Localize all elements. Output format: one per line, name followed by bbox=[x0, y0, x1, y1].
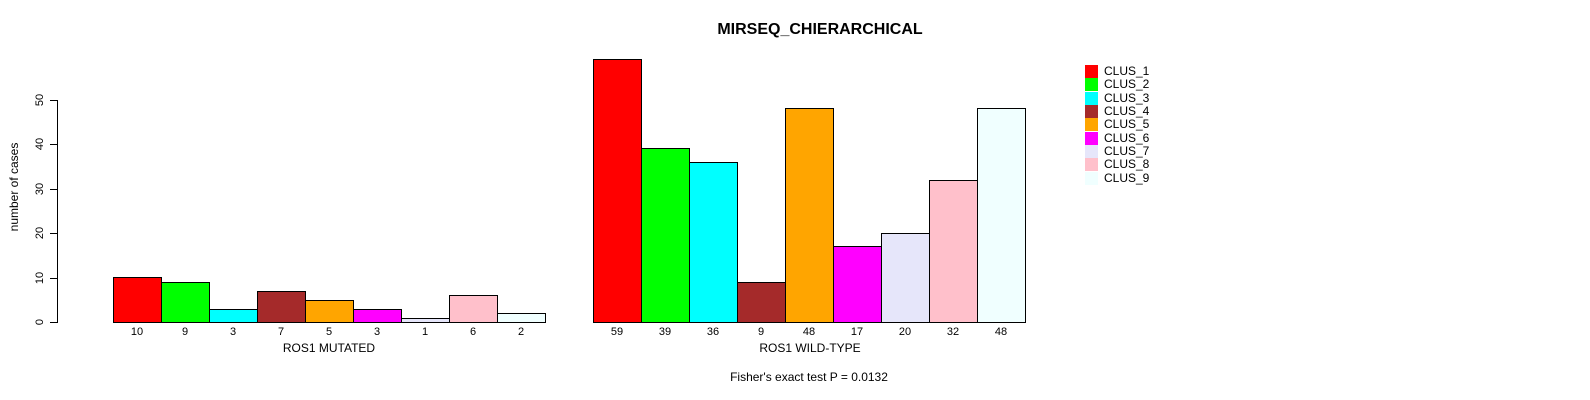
legend-label-clus_7: CLUS_7 bbox=[1104, 144, 1150, 158]
bar-value-label: 59 bbox=[610, 326, 624, 338]
legend-swatch-clus_9 bbox=[1085, 172, 1098, 185]
bar-value-label: 20 bbox=[898, 326, 912, 338]
bar-clus_6-panel-0 bbox=[353, 309, 402, 323]
x-axis-label-ros1-mutated: ROS1 MUTATED bbox=[282, 341, 376, 355]
y-tick-label: 30 bbox=[34, 182, 46, 195]
bar-clus_4-panel-0 bbox=[257, 291, 306, 323]
y-tick-mark bbox=[50, 322, 58, 323]
legend-label-clus_8: CLUS_8 bbox=[1104, 157, 1150, 171]
legend-swatch-clus_6 bbox=[1085, 132, 1098, 145]
bar-value-label: 3 bbox=[229, 326, 237, 338]
bar-value-label: 3 bbox=[373, 326, 381, 338]
bar-clus_3-panel-1 bbox=[689, 162, 738, 323]
y-tick-label: 40 bbox=[34, 137, 46, 151]
bar-value-label: 39 bbox=[658, 326, 672, 338]
bar-value-label: 10 bbox=[130, 326, 144, 338]
legend-swatch-clus_5 bbox=[1085, 118, 1098, 131]
bar-clus_3-panel-0 bbox=[209, 309, 258, 323]
bar-value-label: 32 bbox=[946, 326, 960, 338]
bar-value-label: 48 bbox=[994, 326, 1008, 338]
fisher-test-annotation: Fisher's exact test P = 0.0132 bbox=[730, 370, 888, 384]
bar-value-label: 2 bbox=[517, 326, 525, 338]
bar-clus_2-panel-1 bbox=[641, 148, 690, 323]
bar-clus_2-panel-0 bbox=[161, 282, 210, 323]
legend-swatch-clus_4 bbox=[1085, 105, 1098, 118]
y-tick-label: 50 bbox=[34, 93, 46, 106]
legend-label-clus_5: CLUS_5 bbox=[1104, 117, 1150, 131]
legend-label-clus_9: CLUS_9 bbox=[1104, 171, 1150, 185]
x-axis-label-ros1-wild-type: ROS1 WILD-TYPE bbox=[759, 341, 861, 355]
legend-label-clus_4: CLUS_4 bbox=[1104, 104, 1150, 118]
bar-value-label: 36 bbox=[706, 326, 720, 338]
bar-clus_5-panel-1 bbox=[785, 108, 834, 323]
bar-value-label: 17 bbox=[850, 326, 864, 338]
chart-title: MIRSEQ_CHIERARCHICAL bbox=[717, 21, 923, 38]
legend-label-clus_6: CLUS_6 bbox=[1104, 131, 1150, 145]
y-axis-line bbox=[57, 99, 58, 323]
legend-label-clus_1: CLUS_1 bbox=[1104, 64, 1150, 78]
bar-clus_8-panel-1 bbox=[929, 180, 978, 323]
legend-label-clus_2: CLUS_2 bbox=[1104, 77, 1150, 91]
y-tick-mark bbox=[50, 233, 58, 234]
bar-value-label: 9 bbox=[757, 326, 765, 338]
legend-swatch-clus_7 bbox=[1085, 145, 1098, 158]
legend-label-clus_3: CLUS_3 bbox=[1104, 91, 1150, 105]
y-tick-mark bbox=[50, 99, 58, 101]
bar-clus_4-panel-1 bbox=[737, 282, 786, 323]
y-tick-label: 20 bbox=[34, 226, 46, 240]
bar-clus_9-panel-1 bbox=[977, 108, 1026, 323]
bar-value-label: 6 bbox=[469, 326, 477, 338]
bar-value-label: 5 bbox=[325, 326, 333, 338]
bar-clus_5-panel-0 bbox=[305, 300, 354, 323]
legend-swatch-clus_3 bbox=[1085, 92, 1098, 105]
y-tick-label: 0 bbox=[34, 318, 46, 326]
y-axis-label: number of cases bbox=[7, 142, 21, 232]
y-tick-label: 10 bbox=[34, 271, 46, 284]
bar-clus_9-panel-0 bbox=[497, 313, 546, 323]
y-tick-mark bbox=[50, 188, 58, 190]
bar-clus_7-panel-1 bbox=[881, 233, 930, 323]
bar-clus_1-panel-1 bbox=[593, 59, 642, 323]
legend-swatch-clus_8 bbox=[1085, 158, 1098, 171]
bar-value-label: 1 bbox=[421, 326, 429, 338]
bar-value-label: 9 bbox=[181, 326, 189, 338]
bar-clus_6-panel-1 bbox=[833, 246, 882, 323]
y-tick-mark bbox=[50, 144, 58, 145]
bar-clus_7-panel-0 bbox=[401, 318, 450, 323]
bar-value-label: 48 bbox=[802, 326, 816, 338]
y-tick-mark bbox=[50, 277, 58, 279]
legend-swatch-clus_1 bbox=[1085, 65, 1098, 78]
bar-clus_8-panel-0 bbox=[449, 295, 498, 323]
legend-swatch-clus_2 bbox=[1085, 78, 1098, 91]
bar-clus_1-panel-0 bbox=[113, 277, 162, 323]
bar-value-label: 7 bbox=[277, 326, 285, 338]
